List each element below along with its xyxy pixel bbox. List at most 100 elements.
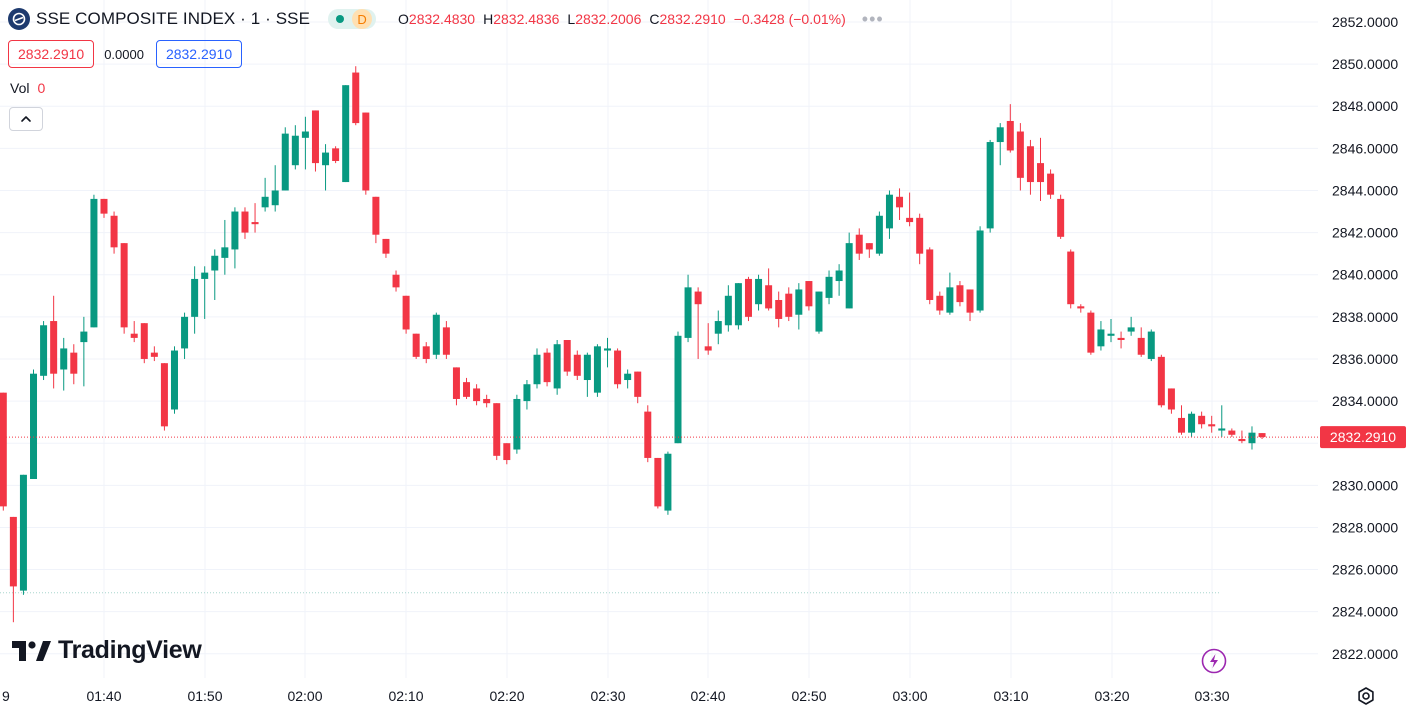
candle-body xyxy=(473,388,481,402)
candle-body xyxy=(513,398,521,450)
tradingview-wordmark: TradingView xyxy=(58,636,202,664)
low-label: L xyxy=(567,11,576,27)
time-axis[interactable]: 9 01:40 01:50 02:00 02:10 02:20 02:30 02:40 02:5… xyxy=(2,688,1230,704)
gear-icon[interactable] xyxy=(1356,686,1376,711)
candle-body xyxy=(463,382,471,397)
candle-body xyxy=(734,283,742,326)
candle-body xyxy=(1057,198,1065,237)
candle-body xyxy=(150,352,158,357)
candle-body xyxy=(533,354,541,385)
time-tick-label: 02:30 xyxy=(590,688,625,704)
candle-body xyxy=(936,295,944,311)
sell-button[interactable]: 2832.2910 xyxy=(8,40,95,68)
candle-body xyxy=(1238,438,1246,442)
candle-body xyxy=(261,196,269,208)
market-open-dot-icon xyxy=(336,15,345,23)
price-axis[interactable]: 2852.0000 2850.0000 2848.0000 2846.0000 2844… xyxy=(1332,14,1398,662)
candle-body xyxy=(170,350,178,410)
candle-body xyxy=(1167,388,1175,410)
candle-body xyxy=(110,215,118,248)
close-label: C xyxy=(649,11,660,27)
time-tick-label: 02:00 xyxy=(287,688,322,704)
volume-legend: Vol 0 xyxy=(10,80,45,96)
candle-body xyxy=(553,344,561,389)
candle-body xyxy=(211,255,219,271)
candle-body xyxy=(1157,356,1165,406)
candle-body xyxy=(322,152,330,166)
candle-body xyxy=(1188,413,1196,433)
candle-body xyxy=(120,243,128,328)
change-value: −0.3428 (−0.01%) xyxy=(733,11,846,27)
collapse-legend-button[interactable] xyxy=(9,107,43,131)
candle-body xyxy=(70,352,78,374)
candle-body xyxy=(221,247,229,258)
candle-body xyxy=(191,278,199,317)
candle-body xyxy=(1218,428,1226,431)
candle-body xyxy=(765,285,773,309)
candle-body xyxy=(422,346,430,359)
candle-body xyxy=(966,289,974,313)
candle-body xyxy=(785,293,793,317)
price-tick-label: 2840.0000 xyxy=(1332,267,1398,283)
candle-body xyxy=(503,443,511,461)
candle-body xyxy=(90,198,98,328)
time-tick-label: 02:40 xyxy=(690,688,725,704)
candle-body xyxy=(946,287,954,313)
candle-body xyxy=(1006,120,1014,151)
candle-body xyxy=(301,131,309,138)
candle-body xyxy=(795,289,803,315)
candle-body xyxy=(60,348,68,370)
candle-body xyxy=(976,230,984,311)
candle-body xyxy=(1147,331,1155,359)
symbol-title[interactable]: SSE COMPOSITE INDEX · 1 · SSE xyxy=(36,9,311,28)
candle-body xyxy=(714,321,722,334)
ohlc-values: O 2832.4830 H 2832.4836 L 2832.2006 C 2832.2… xyxy=(398,11,854,27)
candle-body xyxy=(634,371,642,397)
price-tick-label: 2828.0000 xyxy=(1332,519,1398,535)
time-tick-label: 01:50 xyxy=(187,688,222,704)
candle-body xyxy=(664,453,672,511)
candle-body xyxy=(130,333,138,338)
more-options-icon[interactable]: ••• xyxy=(861,8,884,29)
candle-body xyxy=(251,222,259,225)
candle-body xyxy=(281,133,289,191)
candle-body xyxy=(241,211,249,233)
lightning-icon[interactable] xyxy=(1201,648,1227,679)
candle-body xyxy=(775,299,783,319)
candle-body xyxy=(986,142,994,229)
price-tick-label: 2838.0000 xyxy=(1332,309,1398,325)
candle-body xyxy=(674,335,682,444)
price-tick-label: 2850.0000 xyxy=(1332,56,1398,72)
buy-button[interactable]: 2832.2910 xyxy=(155,40,243,68)
candle-body xyxy=(382,238,390,254)
time-tick-label: 03:30 xyxy=(1194,688,1229,704)
chevron-up-icon xyxy=(21,116,31,122)
candle-body xyxy=(614,350,622,385)
last-price-badge xyxy=(1320,426,1406,449)
quote-panel: 2832.2910 0.0000 2832.2910 xyxy=(8,40,243,68)
candle-body xyxy=(1016,131,1024,178)
price-tick-label: 2824.0000 xyxy=(1332,604,1398,620)
time-tick-label: 02:10 xyxy=(388,688,423,704)
tradingview-logo[interactable]: TradingView xyxy=(12,636,202,665)
candle-body xyxy=(583,354,591,381)
volume-value: 0 xyxy=(37,80,46,96)
price-tick-label: 2846.0000 xyxy=(1332,140,1398,156)
candle-body xyxy=(875,215,883,254)
candle-body xyxy=(724,295,732,326)
candle-body xyxy=(1047,173,1055,195)
candle-body xyxy=(452,367,460,399)
candle-body xyxy=(1258,433,1266,438)
tradingview-mark-icon xyxy=(12,640,51,661)
market-status-badge[interactable]: D xyxy=(328,9,377,29)
candle-body xyxy=(50,321,58,374)
candle-body xyxy=(523,384,531,402)
candle-body xyxy=(1117,337,1125,341)
open-value: 2832.4830 xyxy=(408,11,476,27)
candle-body xyxy=(644,411,652,458)
candle-body xyxy=(1037,163,1045,183)
price-tick-label: 2848.0000 xyxy=(1332,98,1398,114)
candle-body xyxy=(885,194,893,229)
candle-body xyxy=(835,270,843,282)
